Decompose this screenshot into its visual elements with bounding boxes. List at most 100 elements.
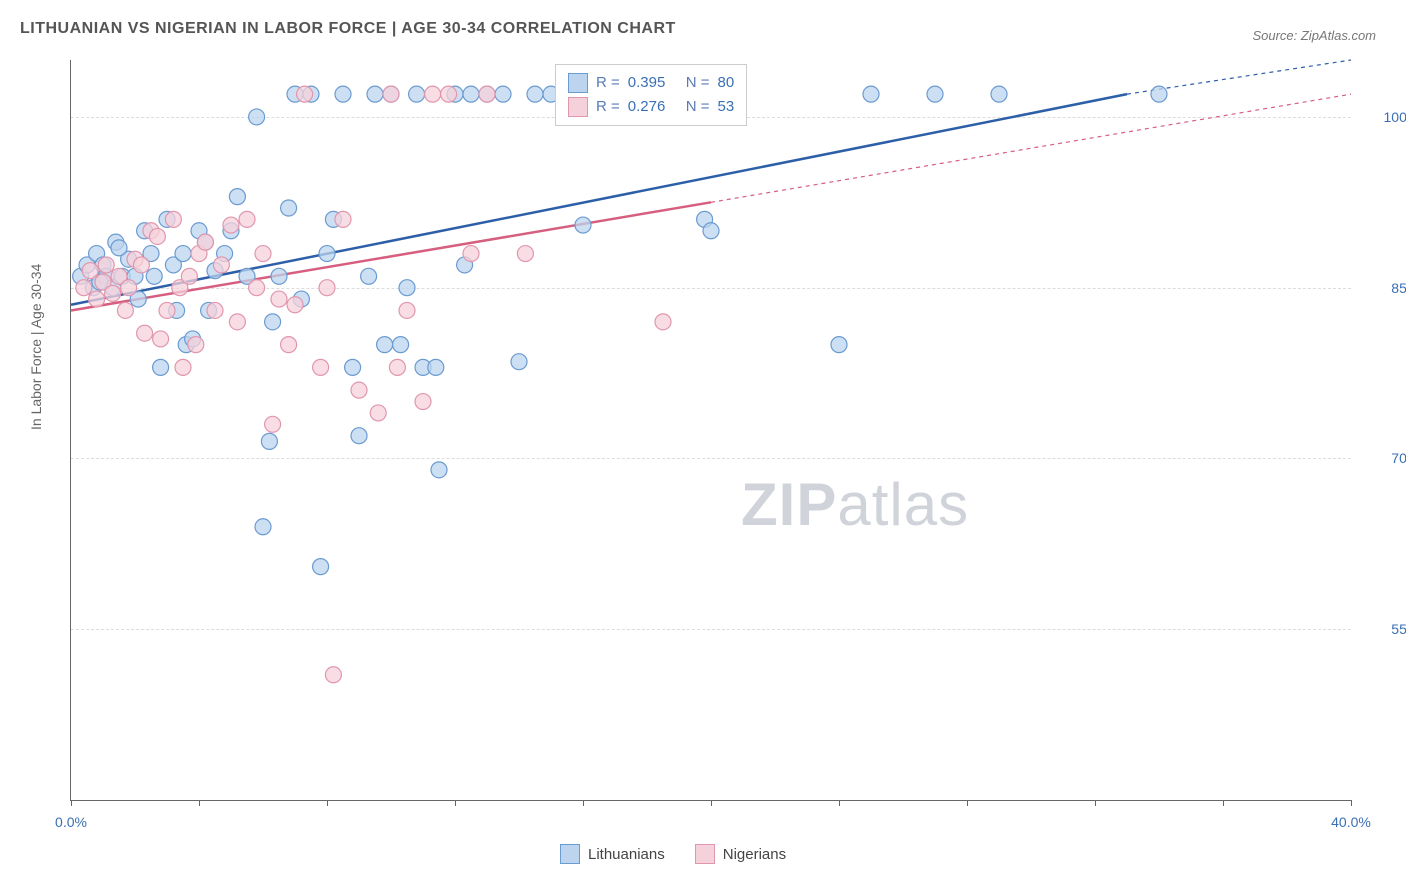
data-point [265, 416, 281, 432]
y-tick-label: 55.0% [1361, 621, 1406, 637]
data-point [377, 337, 393, 353]
data-point [229, 189, 245, 205]
x-tick [455, 800, 456, 806]
data-point [319, 246, 335, 262]
data-point [927, 86, 943, 102]
legend-swatch-nigerians [568, 97, 588, 117]
legend-item-nigerians: Nigerians [695, 844, 786, 864]
x-tick [1223, 800, 1224, 806]
x-tick [839, 800, 840, 806]
data-point [383, 86, 399, 102]
data-point [361, 268, 377, 284]
data-point [495, 86, 511, 102]
data-point [213, 257, 229, 273]
data-point [351, 382, 367, 398]
data-point [511, 354, 527, 370]
legend-label-lithuanians: Lithuanians [588, 846, 665, 863]
data-point [335, 211, 351, 227]
data-point [149, 228, 165, 244]
data-point [703, 223, 719, 239]
y-tick-label: 70.0% [1361, 450, 1406, 466]
x-tick [711, 800, 712, 806]
data-point [197, 234, 213, 250]
data-point [441, 86, 457, 102]
data-point [255, 246, 271, 262]
data-point [351, 428, 367, 444]
data-point [399, 280, 415, 296]
data-point [153, 359, 169, 375]
data-point [265, 314, 281, 330]
r-label: R = [596, 71, 620, 95]
legend-correlation: R = 0.395 N = 80 R = 0.276 N = 53 [555, 64, 747, 126]
data-point [255, 519, 271, 535]
data-point [181, 268, 197, 284]
data-point [271, 291, 287, 307]
data-point [105, 285, 121, 301]
r-value-nigerians: 0.276 [628, 95, 678, 119]
data-point [428, 359, 444, 375]
data-point [367, 86, 383, 102]
legend-label-nigerians: Nigerians [723, 846, 786, 863]
legend-series: Lithuanians Nigerians [560, 844, 786, 864]
data-point [153, 331, 169, 347]
data-point [393, 337, 409, 353]
data-point [575, 217, 591, 233]
data-point [325, 667, 341, 683]
data-point [463, 86, 479, 102]
data-point [1151, 86, 1167, 102]
data-point [188, 337, 204, 353]
y-tick-label: 85.0% [1361, 280, 1406, 296]
n-label: N = [686, 95, 710, 119]
data-point [389, 359, 405, 375]
x-tick [967, 800, 968, 806]
data-point [281, 337, 297, 353]
data-point [281, 200, 297, 216]
data-point [527, 86, 543, 102]
data-point [431, 462, 447, 478]
data-point [345, 359, 361, 375]
scatter-chart-svg [71, 60, 1351, 800]
y-axis-label: In Labor Force | Age 30-34 [28, 264, 44, 430]
data-point [863, 86, 879, 102]
legend-swatch-lithuanians-bottom [560, 844, 580, 864]
data-point [76, 280, 92, 296]
x-tick-label: 40.0% [1331, 814, 1371, 830]
data-point [117, 302, 133, 318]
data-point [249, 280, 265, 296]
data-point [313, 559, 329, 575]
data-point [175, 359, 191, 375]
x-tick-label: 0.0% [55, 814, 87, 830]
x-tick [71, 800, 72, 806]
legend-swatch-nigerians-bottom [695, 844, 715, 864]
data-point [207, 302, 223, 318]
legend-row-nigerians: R = 0.276 N = 53 [568, 95, 734, 119]
legend-item-lithuanians: Lithuanians [560, 844, 665, 864]
data-point [239, 211, 255, 227]
data-point [229, 314, 245, 330]
data-point [159, 302, 175, 318]
legend-swatch-lithuanians [568, 73, 588, 93]
x-tick [199, 800, 200, 806]
data-point [271, 268, 287, 284]
data-point [82, 263, 98, 279]
data-point [425, 86, 441, 102]
data-point [463, 246, 479, 262]
r-label: R = [596, 95, 620, 119]
chart-title: LITHUANIAN VS NIGERIAN IN LABOR FORCE | … [20, 20, 676, 38]
n-value-nigerians: 53 [718, 95, 735, 119]
x-tick [583, 800, 584, 806]
data-point [335, 86, 351, 102]
data-point [991, 86, 1007, 102]
data-point [831, 337, 847, 353]
y-tick-label: 100.0% [1361, 109, 1406, 125]
data-point [137, 325, 153, 341]
data-point [655, 314, 671, 330]
data-point [146, 268, 162, 284]
data-point [370, 405, 386, 421]
data-point [89, 291, 105, 307]
n-label: N = [686, 71, 710, 95]
data-point [399, 302, 415, 318]
data-point [249, 109, 265, 125]
data-point [517, 246, 533, 262]
data-point [479, 86, 495, 102]
